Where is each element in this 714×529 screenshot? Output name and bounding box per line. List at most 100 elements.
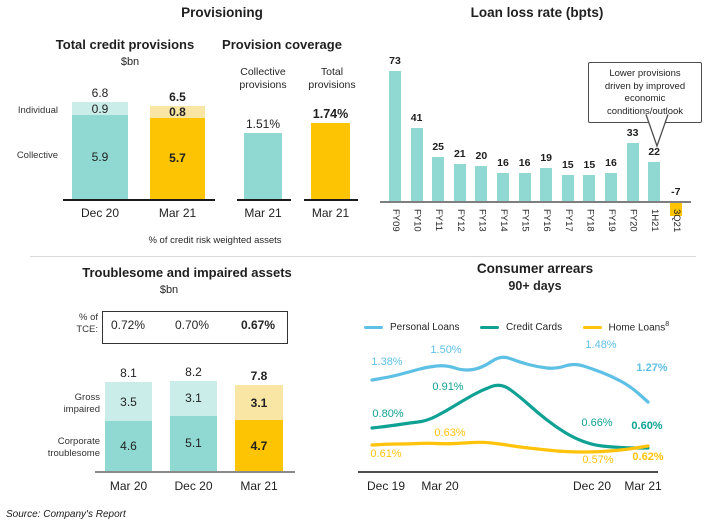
provisioning-section-title: Provisioning [181, 5, 263, 20]
bar-total-label: 8.1 [120, 366, 137, 381]
loan-loss-value: 16 [497, 157, 509, 170]
bar-segment-collective [150, 117, 205, 200]
x-axis-label: Mar 21 [311, 206, 350, 220]
home-loans-line-swatch [582, 325, 602, 329]
line-value-label: 1.48% [585, 339, 617, 351]
loan-loss-category: FY11 [433, 209, 445, 232]
legend-personal-loans: Personal Loans [364, 322, 460, 333]
row-label-individual: Individual [17, 105, 58, 116]
annotation-line: driven by improved [604, 80, 686, 92]
coverage-bar [311, 122, 350, 200]
coverage-bar [244, 133, 282, 200]
total-credit-provisions-title: Total credit provisions [55, 37, 195, 52]
bar-value-label: 4.7 [250, 438, 268, 453]
loan-loss-value: 19 [540, 151, 553, 164]
personal-loans-line-swatch [364, 325, 383, 329]
loan-loss-bar [432, 157, 445, 202]
x-axis-label: Dec 20 [80, 206, 120, 220]
line-series-personal-loans [370, 355, 650, 404]
x-axis-line [380, 201, 691, 203]
bar-total-label: 8.2 [185, 364, 202, 379]
bar-segment-individual [150, 106, 205, 118]
bar-total-label: 6.5 [169, 90, 186, 105]
bar-value-label: 5.9 [91, 149, 109, 164]
loan-loss-value: 15 [583, 159, 596, 171]
bar-segment-gross-impaired [235, 385, 283, 421]
loan-loss-category: FY14 [498, 209, 509, 232]
total-provisions-header: Total provisions [308, 66, 356, 91]
bar-value-label: 5.7 [169, 150, 186, 165]
loan-loss-category: FY20 [627, 209, 639, 232]
row-label-collective: Collective [16, 150, 58, 161]
loan-loss-rate-title: Loan loss rate (bpts) [470, 5, 604, 20]
row-label-corporate-troublesome: Corporate troublesome [47, 436, 100, 459]
legend-label: Personal Loans [390, 321, 460, 333]
loan-loss-bar [475, 166, 488, 202]
x-axis-line [358, 471, 658, 473]
x-axis-label: Mar 21 [624, 479, 662, 493]
bar-value-label: 0.8 [169, 105, 186, 120]
x-axis-label: Mar 21 [244, 206, 282, 220]
consumer-arrears-legend: Personal Loans Credit Cards Home Loans8 [364, 316, 674, 334]
x-axis-line [95, 471, 295, 473]
loan-loss-bar [453, 164, 466, 202]
bar-value-label: 3.1 [185, 391, 202, 406]
troublesome-unit: $bn [159, 284, 179, 296]
pct-of-tce-box [102, 311, 288, 344]
credit-cards-line-swatch [479, 325, 499, 329]
row-label-gross-impaired: Gross impaired [63, 392, 100, 415]
coverage-value-label: 1.74% [312, 106, 349, 121]
loan-loss-bar [648, 162, 661, 202]
bar-segment-corporate-troublesome [170, 415, 217, 473]
loan-loss-value: 25 [432, 141, 445, 153]
loan-loss-category: 1H21 [649, 209, 661, 232]
tce-label-line: % of [78, 312, 98, 323]
loan-loss-bar [518, 173, 531, 202]
line-series-home-loans [370, 440, 650, 454]
loan-loss-value: 16 [518, 157, 531, 170]
loan-loss-value: 20 [475, 150, 488, 162]
annotation-line: economic [624, 93, 666, 104]
bar-segment-individual [72, 102, 128, 116]
bar-segment-corporate-troublesome [105, 421, 152, 473]
loan-loss-value: -7 [671, 186, 681, 198]
x-axis-label: Mar 21 [240, 479, 278, 493]
x-axis-line [237, 199, 291, 201]
line-value-label: 0.61% [370, 448, 402, 460]
x-axis-label: Dec 20 [572, 479, 612, 493]
loan-loss-value: 41 [410, 112, 423, 125]
tce-label-line: TCE: [76, 324, 98, 335]
line-value-label: 0.91% [432, 381, 464, 393]
loan-loss-bar [626, 142, 639, 202]
line-value-label: 0.62% [632, 451, 664, 463]
bar-value-label: 3.5 [120, 394, 137, 409]
loan-loss-category: FY18 [584, 209, 596, 232]
bar-segment-collective [72, 115, 128, 200]
bar-segment-corporate-troublesome [235, 420, 283, 473]
loan-loss-category: FY17 [562, 209, 574, 232]
x-axis-label: Dec 20 [174, 479, 213, 493]
loan-loss-value: 22 [648, 146, 661, 159]
loan-loss-bar [497, 173, 509, 202]
collective-provisions-header: Collective provisions [239, 66, 287, 91]
bar-total-label: 6.8 [91, 86, 109, 101]
line-value-label: 1.50% [430, 344, 462, 356]
loan-loss-bar [605, 173, 617, 202]
line-value-label: 1.38% [371, 356, 403, 368]
loan-loss-category: FY10 [411, 209, 423, 232]
loan-loss-category: FY15 [519, 209, 531, 232]
x-axis-label: Mar 20 [109, 479, 148, 493]
loan-loss-annotation: Lower provisions driven by improved econ… [588, 62, 702, 123]
bar-value-label: 3.1 [250, 395, 268, 410]
tce-value: 0.70% [174, 318, 210, 332]
provision-coverage-title: Provision coverage [222, 37, 342, 52]
loan-loss-category: FY13 [476, 209, 488, 232]
bar-value-label: 4.6 [120, 439, 137, 454]
bar-value-label: 0.9 [91, 101, 109, 116]
pct-of-tce-label: % of TCE: [54, 312, 98, 336]
loan-loss-value: 33 [626, 126, 639, 139]
x-axis-line [304, 199, 358, 201]
consumer-arrears-subtitle: 90+ days [508, 279, 562, 293]
bar-total-label: 7.8 [250, 369, 268, 384]
line-value-label: 1.27% [636, 362, 668, 374]
